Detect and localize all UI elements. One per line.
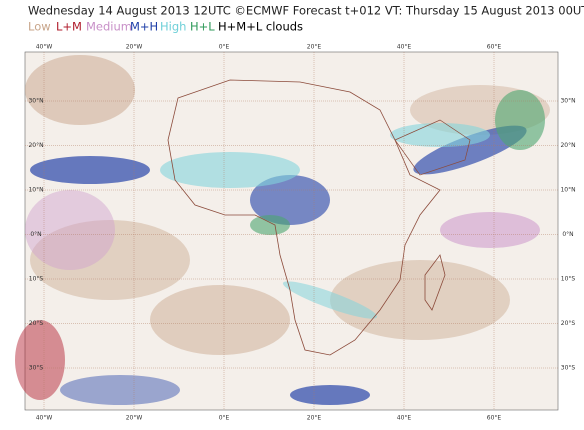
lat-label-right: 10°N xyxy=(560,187,575,194)
lon-label-top: 20°E xyxy=(307,44,322,51)
lat-label-right: 10°S xyxy=(561,276,576,283)
lon-label-bottom: 20°W xyxy=(126,415,143,422)
lat-label-left: 10°S xyxy=(29,276,44,283)
graticule xyxy=(25,52,558,410)
coastline-africa xyxy=(167,79,441,356)
clouds xyxy=(15,55,550,405)
lon-label-top: 20°W xyxy=(126,44,143,51)
legend-label: Low xyxy=(28,20,51,34)
lat-label-right: 20°N xyxy=(560,142,575,149)
lon-label-bottom: 40°W xyxy=(36,415,53,422)
lon-label-top: 0°E xyxy=(219,44,230,51)
legend-label: L+M xyxy=(56,20,82,34)
lon-label-top: 40°E xyxy=(397,44,412,51)
legend-label: M+H xyxy=(130,20,158,34)
lat-label-left: 20°N xyxy=(28,142,43,149)
lon-label-bottom: 20°E xyxy=(307,415,322,422)
legend-label: Medium xyxy=(86,20,132,34)
lon-label-bottom: 40°E xyxy=(397,415,412,422)
lat-label-left: 0°N xyxy=(30,231,41,238)
lat-label-left: 10°N xyxy=(28,187,43,194)
lat-label-left: 30°N xyxy=(28,98,43,105)
title: Wednesday 14 August 2013 12UTC ©ECMWF Fo… xyxy=(28,4,584,18)
legend-label: H+M+L clouds xyxy=(218,20,303,34)
lat-label-right: 20°S xyxy=(561,320,576,327)
lon-label-top: 60°E xyxy=(487,44,502,51)
map-area xyxy=(15,51,559,411)
lat-label-left: 20°S xyxy=(29,320,44,327)
lat-label-right: 30°N xyxy=(560,98,575,105)
coastline-madagascar xyxy=(424,254,446,311)
coastline-arabia xyxy=(394,119,471,176)
coordinate-labels: 40°W 40°W 20°W 20°W 0°E 0°E 20°E 20°E 40°E 40°E 60… xyxy=(28,44,575,422)
lon-label-bottom: 0°E xyxy=(219,415,230,422)
lat-label-right: 30°S xyxy=(561,365,576,372)
lat-label-right: 0°N xyxy=(562,231,573,238)
lat-label-left: 30°S xyxy=(29,365,44,372)
lon-label-bottom: 60°E xyxy=(487,415,502,422)
lon-label-top: 40°W xyxy=(36,44,53,51)
legend-label: H+L xyxy=(190,20,215,34)
legend-label: High xyxy=(160,20,186,34)
